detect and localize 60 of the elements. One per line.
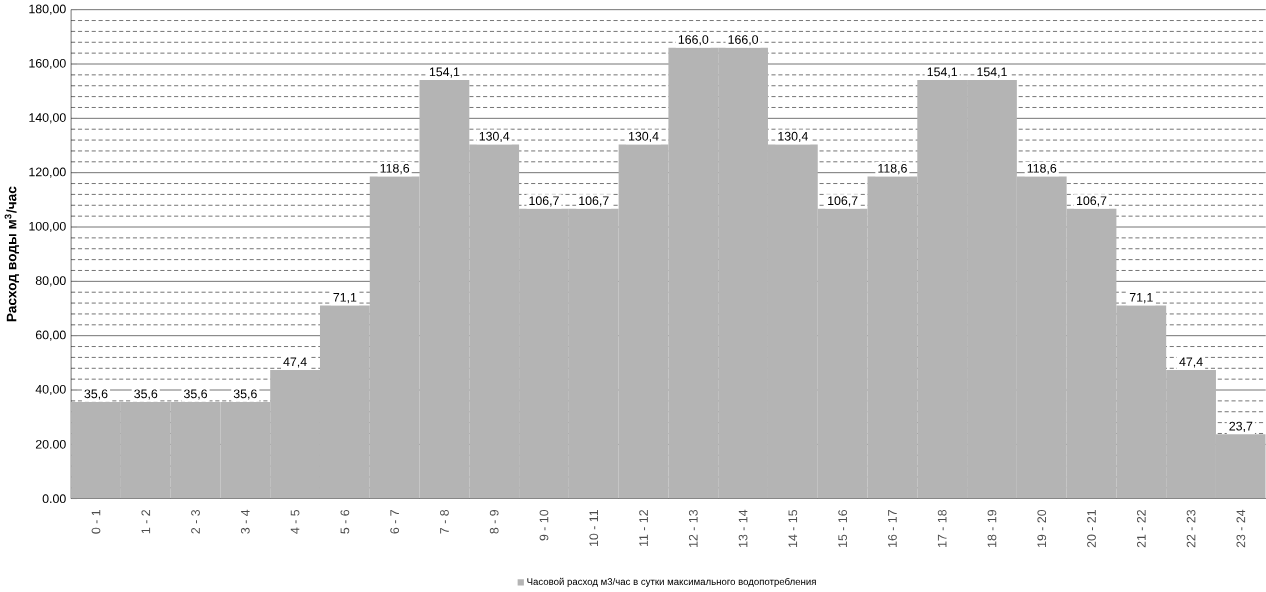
data-label: 118,6 [1027, 163, 1057, 174]
data-label: 71,1 [1129, 292, 1153, 303]
y-tick-label: 180,00 [29, 4, 66, 15]
data-label: 166,0 [728, 34, 759, 46]
data-label: 154,1 [927, 67, 958, 78]
data-label: 71,1 [333, 292, 357, 303]
data-label: 47,4 [1179, 357, 1203, 368]
data-label: 106,7 [828, 196, 858, 207]
y-tick-label: 120,00 [29, 167, 66, 178]
x-tick-label: 11 - 12 [639, 509, 648, 546]
data-label: 130,4 [479, 131, 510, 142]
x-tick-label: 21 - 22 [1136, 509, 1146, 548]
x-tick-label: 22 - 23 [1186, 509, 1196, 548]
data-label: 47,4 [283, 357, 307, 368]
y-tick-label: 20.00 [35, 439, 66, 449]
x-tick-label: 14 - 15 [788, 509, 798, 547]
data-label: 35,6 [84, 389, 108, 400]
x-tick-label: 18 - 19 [987, 509, 997, 547]
x-tick-label: 20 - 21 [1087, 509, 1096, 548]
x-tick-label: 1 - 2 [141, 509, 151, 533]
x-tick-label: 0 - 1 [91, 509, 101, 534]
x-tick-label: 6 - 7 [390, 509, 400, 534]
x-tick-label: 19 - 20 [1037, 509, 1047, 547]
y-tick-label: 160,00 [29, 58, 66, 69]
x-tick-label: 10 - 11 [589, 509, 599, 546]
data-label: 118,6 [878, 163, 907, 174]
x-tick-label: 16 - 17 [888, 509, 897, 547]
y-tick-label: 60,00 [35, 330, 66, 341]
y-tick-label: 40,00 [35, 384, 66, 395]
legend-label: Часовой расход м3/час в сутки максимального водопотребления [527, 577, 816, 587]
x-tick-label: 15 - 16 [838, 509, 848, 547]
x-tick-label: 4 - 5 [290, 509, 300, 534]
data-label: 130,4 [629, 131, 659, 142]
data-label: 154,1 [977, 67, 1007, 78]
data-label: 35,6 [233, 389, 257, 400]
x-tick-label: 7 - 8 [440, 509, 449, 534]
y-axis-title: Расход воды м$^{3}$/час [4, 186, 20, 322]
data-label: 35,6 [134, 389, 158, 400]
x-tick-label: 3 - 4 [240, 509, 250, 534]
data-label: 166,0 [678, 34, 709, 46]
x-tick-label: 2 - 3 [191, 509, 200, 534]
x-tick-label: 8 - 9 [489, 509, 499, 534]
x-tick-label: 17 - 18 [937, 509, 947, 547]
x-tick-label: 23 - 24 [1236, 509, 1246, 548]
data-label: 130,4 [778, 131, 808, 142]
data-label: 35,6 [183, 389, 208, 400]
x-tick-label: 13 - 14 [738, 509, 748, 547]
x-tick-label: 5 - 6 [340, 509, 350, 534]
data-label: 106,7 [1077, 196, 1107, 207]
data-label: 154,1 [429, 67, 460, 78]
y-tick-label: 100,00 [29, 221, 66, 232]
data-label: 106,7 [529, 196, 559, 207]
y-tick-label: 0.00 [42, 494, 66, 503]
data-label: 106,7 [579, 196, 609, 207]
data-label: 118,6 [380, 163, 410, 174]
data-label: 23,7 [1229, 421, 1253, 432]
x-tick-label: 12 - 13 [688, 509, 698, 547]
y-tick-label: 80,00 [35, 276, 66, 287]
x-tick-label: 9 - 10 [539, 509, 549, 541]
y-tick-label: 140,00 [29, 112, 66, 124]
